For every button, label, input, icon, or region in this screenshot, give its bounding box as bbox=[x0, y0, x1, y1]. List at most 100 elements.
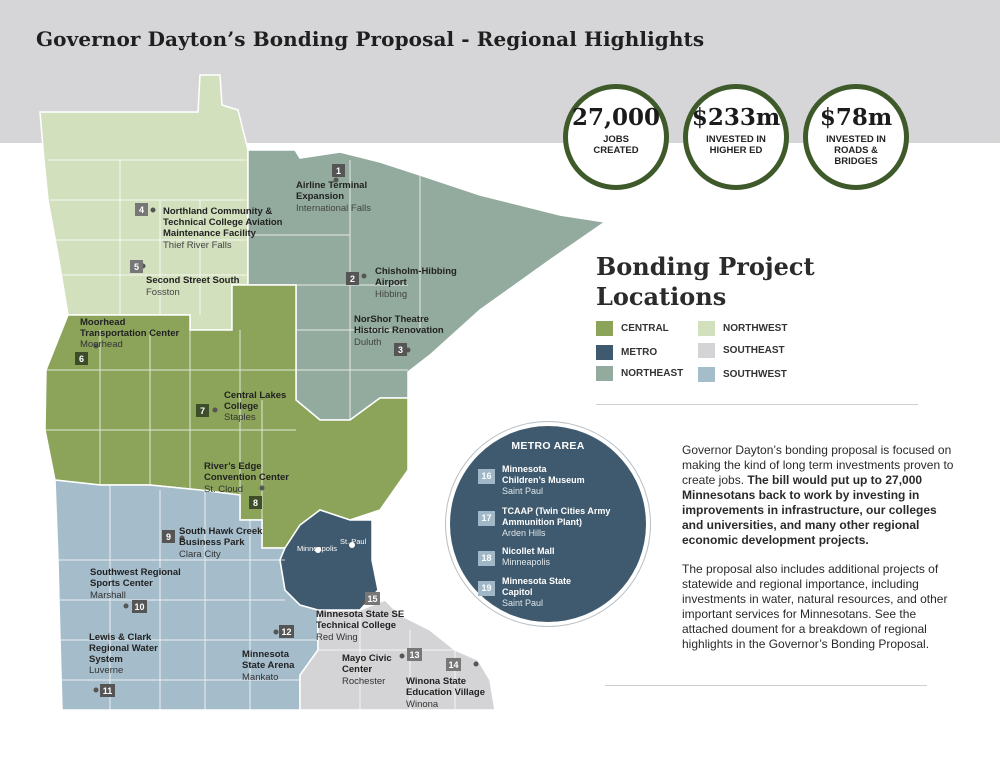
metro-project-name: Minnesota Children’s Museum bbox=[502, 464, 585, 485]
marker-13[interactable]: 13 bbox=[407, 648, 422, 661]
project-label-11: Lewis & Clark Regional Water System Luverne bbox=[89, 632, 158, 676]
legend-swatch bbox=[596, 321, 613, 336]
marker-11[interactable]: 11 bbox=[100, 684, 115, 697]
svg-text:7: 7 bbox=[200, 406, 205, 416]
project-label-7: Central Lakes College Staples bbox=[224, 390, 286, 423]
stat-roads: $78m INVESTED IN ROADS & BRIDGES bbox=[803, 84, 909, 190]
svg-text:5: 5 bbox=[134, 262, 139, 272]
metro-project-name: TCAAP (Twin Cities Army Ammunition Plant… bbox=[502, 506, 611, 527]
stat-higher-ed-value: $233m bbox=[691, 104, 781, 131]
metro-project-city: Arden Hills bbox=[502, 528, 546, 538]
marker-6[interactable]: 6 bbox=[75, 352, 88, 365]
stat-roads-label: INVESTED IN ROADS & BRIDGES bbox=[826, 134, 886, 167]
metro-project-name: Minnesota State Capitol bbox=[502, 576, 572, 597]
description: Governor Dayton’s bonding proposal is fo… bbox=[682, 443, 954, 666]
divider-bottom bbox=[605, 685, 927, 686]
svg-text:6: 6 bbox=[79, 354, 84, 364]
metro-project-city: Saint Paul bbox=[502, 598, 544, 608]
legend-label: CENTRAL bbox=[621, 323, 669, 334]
project-label-2: Chisholm-Hibbing Airport Hibbing bbox=[375, 266, 457, 300]
svg-text:14: 14 bbox=[448, 660, 458, 670]
description-paragraph-2: The proposal also includes additional pr… bbox=[682, 562, 948, 651]
legend-item-southwest: SOUTHWEST bbox=[698, 367, 787, 382]
metro-project-city: Minneapolis bbox=[502, 557, 551, 567]
legend-label: SOUTHWEST bbox=[723, 369, 787, 380]
stat-jobs: 27,000 JOBS CREATED bbox=[563, 84, 669, 190]
legend-item-northeast: NORTHEAST bbox=[596, 366, 683, 381]
project-label-1: Airline Terminal Expansion International F… bbox=[296, 180, 371, 214]
metro-item-19[interactable]: 19 Minnesota State Capitol Saint Paul bbox=[478, 576, 571, 609]
legend-item-northwest: NORTHWEST bbox=[698, 321, 787, 336]
stat-higher-ed-label: INVESTED IN HIGHER ED bbox=[706, 134, 766, 156]
metro-item-17[interactable]: 17 TCAAP (Twin Cities Army Ammunition Pl… bbox=[478, 506, 610, 539]
stat-jobs-value: 27,000 bbox=[571, 104, 661, 131]
project-label-5: Second Street South Fosston bbox=[146, 275, 240, 298]
legend-label: SOUTHEAST bbox=[723, 345, 785, 356]
legend-title: Bonding Project Locations bbox=[596, 252, 815, 311]
legend-label: NORTHEAST bbox=[621, 368, 684, 379]
legend-swatch bbox=[698, 367, 715, 382]
svg-text:13: 13 bbox=[409, 650, 419, 660]
city-label-minneapolis: Minneapolis bbox=[297, 544, 337, 553]
legend-swatch bbox=[596, 366, 613, 381]
legend-label: NORTHWEST bbox=[723, 323, 788, 334]
marker-15[interactable]: 15 bbox=[365, 592, 380, 605]
svg-text:12: 12 bbox=[281, 627, 291, 637]
marker-3[interactable]: 3 bbox=[394, 343, 407, 356]
metro-item-18[interactable]: 18 Nicollet Mall Minneapolis bbox=[478, 546, 555, 568]
metro-marker: 19 bbox=[478, 581, 495, 596]
legend-swatch bbox=[596, 345, 613, 360]
stat-jobs-label: JOBS CREATED bbox=[593, 134, 639, 156]
marker-1[interactable]: 1 bbox=[332, 164, 345, 177]
metro-marker: 18 bbox=[478, 551, 495, 566]
region-metro bbox=[279, 509, 379, 611]
svg-text:4: 4 bbox=[139, 205, 144, 215]
project-label-13: Mayo Civic Center Rochester bbox=[342, 653, 392, 687]
metro-project-city: Saint Paul bbox=[502, 486, 544, 496]
svg-text:9: 9 bbox=[166, 532, 171, 542]
svg-text:11: 11 bbox=[103, 686, 113, 696]
city-label-stpaul: St. Paul bbox=[340, 537, 367, 546]
divider-top bbox=[596, 404, 918, 405]
project-label-12: Minnesota State Arena Mankato bbox=[242, 649, 295, 683]
project-label-3: NorShor Theatre Historic Renovation Duluth bbox=[354, 314, 444, 348]
metro-marker: 17 bbox=[478, 511, 495, 526]
legend-label: METRO bbox=[621, 347, 658, 358]
svg-text:3: 3 bbox=[398, 345, 403, 355]
svg-text:1: 1 bbox=[336, 166, 341, 176]
project-label-14: Winona State Education Village Winona bbox=[406, 676, 485, 710]
legend-swatch bbox=[698, 321, 715, 336]
metro-project-name: Nicollet Mall bbox=[502, 546, 555, 556]
project-label-10: Southwest Regional Sports Center Marshall bbox=[90, 567, 181, 601]
legend-item-southeast: SOUTHEAST bbox=[698, 343, 785, 358]
region-northwest bbox=[39, 74, 249, 331]
svg-text:15: 15 bbox=[367, 594, 377, 604]
metro-area-panel: METRO AREA 16 Minnesota Children’s Museu… bbox=[446, 422, 650, 626]
legend-item-metro: METRO bbox=[596, 345, 657, 360]
legend-swatch bbox=[698, 343, 715, 358]
project-label-15: Minnesota State SE Technical College Red W… bbox=[316, 609, 404, 643]
marker-9[interactable]: 9 bbox=[162, 530, 175, 543]
metro-item-16[interactable]: 16 Minnesota Children’s Museum Saint Paul bbox=[478, 464, 585, 497]
stat-roads-value: $78m bbox=[819, 104, 893, 131]
legend-item-central: CENTRAL bbox=[596, 321, 669, 336]
marker-2[interactable]: 2 bbox=[346, 272, 359, 285]
marker-8[interactable]: 8 bbox=[249, 496, 262, 509]
marker-4[interactable]: 4 bbox=[135, 203, 148, 216]
svg-text:2: 2 bbox=[350, 274, 355, 284]
page-title: Governor Dayton’s Bonding Proposal - Reg… bbox=[36, 27, 705, 51]
project-label-9: South Hawk Creek Business Park Clara City bbox=[179, 526, 263, 560]
svg-text:10: 10 bbox=[134, 602, 144, 612]
marker-7[interactable]: 7 bbox=[196, 404, 209, 417]
marker-10[interactable]: 10 bbox=[132, 600, 147, 613]
svg-text:8: 8 bbox=[253, 498, 258, 508]
project-label-4: Northland Community & Technical College A… bbox=[163, 206, 283, 251]
region-southeast bbox=[299, 599, 496, 711]
county-lines bbox=[45, 159, 495, 710]
marker-12[interactable]: 12 bbox=[279, 625, 294, 638]
description-intro: Governor Dayton’s bonding proposal is fo… bbox=[682, 443, 954, 487]
metro-title: METRO AREA bbox=[511, 440, 585, 452]
marker-14[interactable]: 14 bbox=[446, 658, 461, 671]
marker-5[interactable]: 5 bbox=[130, 260, 143, 273]
project-label-8: River’s Edge Convention Center St. Cloud bbox=[204, 461, 289, 495]
